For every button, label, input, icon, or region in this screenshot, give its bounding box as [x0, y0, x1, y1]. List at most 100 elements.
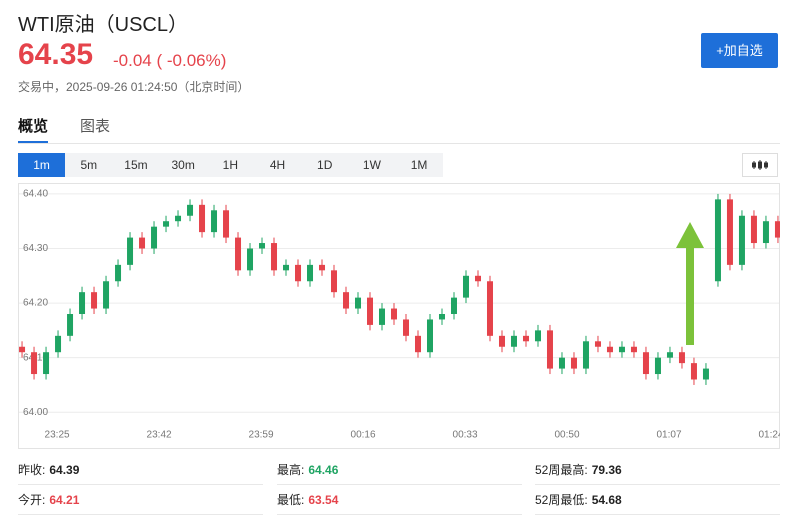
candle-body [714, 199, 721, 282]
candle-body [43, 352, 50, 375]
candle-body [283, 264, 290, 271]
x-tick-label: 01:24 [758, 430, 783, 441]
period-button[interactable]: 1m [18, 153, 66, 177]
period-button[interactable]: 15m [124, 158, 148, 172]
candle-body [259, 243, 266, 249]
candle-body [127, 237, 134, 265]
stat: 52周最高: 79.36 [535, 461, 622, 478]
candle-body [486, 281, 493, 336]
candle-body [67, 314, 74, 336]
stat-value: 64.39 [49, 463, 80, 477]
annotation-arrow [676, 222, 704, 345]
tab[interactable]: 概览 [18, 115, 49, 143]
divider [18, 514, 263, 515]
stat-label: 52周最低: [535, 493, 588, 507]
candle-body [307, 264, 314, 282]
add-watchlist-button[interactable]: +加自选 [701, 33, 778, 68]
candle-body [426, 319, 433, 353]
candle-body [414, 335, 421, 353]
period-button[interactable]: 30m [171, 158, 195, 172]
candle-body [31, 352, 38, 375]
candle-body [546, 330, 553, 369]
price: 64.35 [18, 38, 94, 71]
x-tick-label: 00:50 [555, 430, 580, 441]
candle-body [247, 248, 254, 271]
stat-label: 今开: [18, 493, 46, 507]
candle-body [534, 330, 541, 342]
candle-body [55, 335, 62, 353]
stat-label: 52周最高: [535, 463, 588, 477]
candle-body [594, 341, 601, 347]
candle-body [331, 270, 338, 293]
candle-body [510, 335, 517, 347]
stat: 昨收: 64.39 [18, 461, 79, 478]
candle-body [151, 226, 158, 249]
divider [535, 484, 780, 485]
candle-body [271, 243, 278, 271]
candle-body [367, 297, 374, 325]
candle-body [438, 314, 445, 320]
period-button[interactable]: 1D [317, 158, 333, 172]
chart-frame [18, 183, 780, 449]
candle-body [163, 221, 170, 227]
stat-label: 最高: [277, 463, 305, 477]
candle-body [774, 221, 780, 238]
chart-type-button[interactable] [742, 153, 778, 177]
period-button[interactable]: 4H [269, 158, 286, 172]
candle-body [139, 237, 146, 249]
candle-body [295, 264, 302, 282]
candle-body [79, 292, 86, 314]
candle-body [175, 215, 182, 222]
candle-body [642, 352, 649, 375]
y-tick-label: 64.20 [23, 298, 48, 309]
y-tick-label: 64.00 [23, 407, 48, 418]
period-button[interactable]: 1M [410, 158, 428, 172]
x-tick-label: 23:59 [249, 430, 274, 441]
candle-body [115, 264, 122, 282]
stat-value: 64.46 [308, 463, 339, 477]
candle-body [690, 363, 697, 380]
candle-body [702, 368, 709, 380]
candle-body [666, 352, 673, 358]
candle-body [726, 199, 733, 265]
title: WTI原油（USCL） [18, 14, 188, 36]
candle-body [103, 281, 110, 309]
period-button[interactable]: 1W [362, 158, 381, 172]
divider [277, 514, 522, 515]
candle-body [211, 210, 218, 233]
x-tick-label: 00:33 [453, 430, 478, 441]
x-tick-label: 23:42 [147, 430, 172, 441]
candle-icon [752, 160, 768, 170]
candle-body [355, 297, 362, 309]
stat-value: 63.54 [308, 493, 339, 507]
divider [18, 484, 263, 485]
stat-value: 54.68 [591, 493, 622, 507]
candle-body [474, 275, 481, 282]
x-tick-label: 01:07 [656, 430, 681, 441]
y-tick-label: 64.30 [23, 243, 48, 254]
candle-body [762, 221, 769, 244]
candle-body [558, 357, 565, 369]
period-button[interactable]: 5m [80, 158, 98, 172]
y-tick-label: 64.40 [23, 189, 48, 200]
candle-body [319, 264, 326, 271]
stat-label: 最低: [277, 493, 305, 507]
stat: 最高: 64.46 [277, 461, 338, 478]
candle-body [678, 352, 685, 364]
candle-body [630, 346, 637, 353]
candle-body [618, 346, 625, 353]
price-change: -0.04 ( -0.06%) [113, 51, 227, 70]
period-button[interactable]: 1H [222, 158, 239, 172]
divider [18, 143, 780, 144]
period-selector: 1m 5m 15m 30m 1H 4H 1D 1W 1M [18, 153, 443, 177]
candle-body [738, 215, 745, 265]
candle-body [379, 308, 386, 325]
divider [535, 514, 780, 515]
stat-label: 昨收: [18, 463, 46, 477]
x-tick-label: 23:25 [45, 430, 70, 441]
stat: 今开: 64.21 [18, 491, 79, 508]
candle-body [235, 237, 242, 271]
tab[interactable]: 图表 [80, 118, 111, 135]
